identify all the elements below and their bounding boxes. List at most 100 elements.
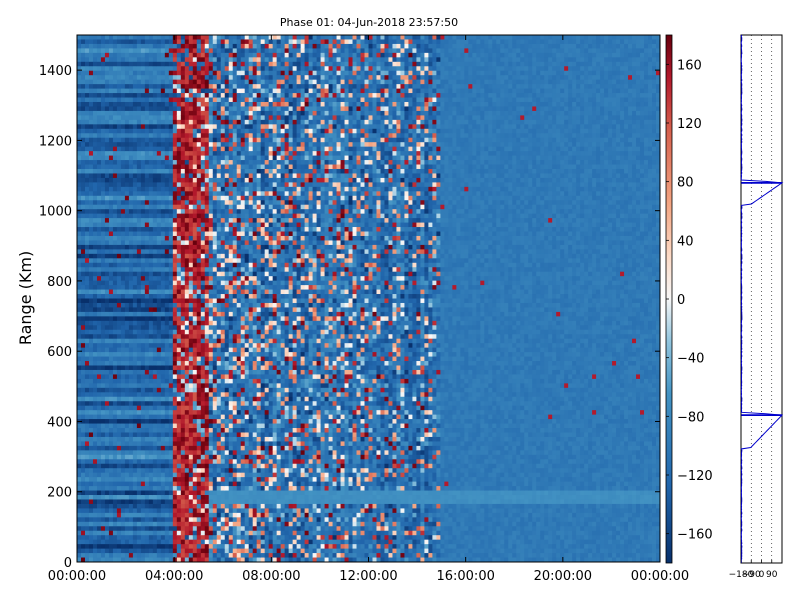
heatmap-cell: [148, 490, 154, 496]
heatmap-cell: [84, 191, 90, 197]
heatmap-cell: [188, 39, 194, 45]
heatmap-cell: [84, 137, 90, 143]
heatmap-cell: [136, 512, 142, 518]
heatmap-cell: [148, 75, 154, 81]
heatmap-cell: [160, 231, 166, 237]
heatmap-cell: [232, 258, 238, 264]
heatmap-cell: [132, 79, 138, 85]
heatmap-cell: [160, 160, 166, 165]
heatmap-cell: [152, 258, 158, 264]
heatmap-cell: [148, 396, 154, 402]
heatmap-cell: [92, 535, 98, 541]
heatmap-cell: [77, 164, 82, 170]
heatmap-cell: [228, 285, 234, 290]
heatmap-cell: [212, 119, 218, 125]
heatmap-cell: [116, 530, 122, 536]
heatmap-cell: [188, 93, 194, 98]
heatmap-cell: [240, 155, 246, 161]
heatmap-cell: [144, 101, 150, 107]
heatmap-cell: [140, 356, 146, 362]
heatmap-cell: [77, 441, 82, 447]
heatmap-cell: [228, 276, 234, 282]
heatmap-cell: [216, 436, 222, 442]
heatmap-cell: [212, 387, 218, 393]
heatmap-cell: [192, 320, 198, 326]
heatmap-cell: [77, 499, 82, 505]
heatmap-cell: [92, 285, 98, 290]
heatmap-cell: [128, 146, 134, 152]
heatmap-cell: [84, 410, 90, 416]
heatmap-cell: [100, 66, 106, 72]
heatmap-cell: [108, 35, 114, 40]
heatmap-cell: [120, 119, 126, 125]
heatmap-cell: [108, 374, 114, 380]
heatmap-cell: [184, 258, 190, 264]
heatmap-cell: [224, 110, 230, 116]
heatmap-cell: [77, 477, 82, 483]
heatmap-cell: [148, 486, 154, 491]
heatmap-cell: [176, 191, 182, 197]
heatmap-cell: [80, 244, 86, 250]
heatmap-cell: [224, 43, 230, 49]
heatmap-cell: [128, 441, 134, 447]
heatmap-cell: [80, 378, 86, 384]
heatmap-cell: [184, 369, 190, 375]
heatmap-cell: [116, 486, 122, 491]
heatmap-cell: [96, 177, 102, 183]
heatmap-cell: [88, 267, 94, 273]
heatmap-cell: [77, 405, 82, 411]
heatmap-cell: [164, 285, 170, 290]
heatmap-cell: [84, 142, 90, 148]
heatmap-cell: [120, 93, 126, 98]
heatmap-cell: [144, 472, 150, 478]
heatmap-cell: [156, 352, 162, 357]
heatmap-cell: [220, 213, 226, 219]
heatmap-cell: [136, 124, 142, 130]
heatmap-cell: [164, 414, 170, 420]
heatmap-cell: [188, 173, 194, 179]
heatmap-cell: [128, 548, 134, 554]
heatmap-cell: [148, 544, 154, 550]
heatmap-cell: [236, 553, 242, 558]
heatmap-cell: [77, 521, 82, 527]
heatmap-cell: [196, 231, 202, 237]
heatmap-cell: [184, 441, 190, 447]
heatmap-cell: [156, 48, 162, 54]
heatmap-cell: [204, 307, 210, 313]
heatmap-cell: [240, 468, 246, 474]
heatmap-cell: [236, 84, 242, 89]
heatmap-cell: [116, 115, 122, 121]
heatmap-cell: [160, 267, 166, 273]
heatmap-cell: [140, 182, 146, 188]
heatmap-cell: [124, 35, 130, 40]
heatmap-cell: [84, 48, 90, 54]
heatmap-cell: [120, 320, 126, 326]
heatmap-cell: [216, 539, 222, 545]
heatmap-cell: [188, 414, 194, 420]
heatmap-cell: [216, 463, 222, 469]
heatmap-cell: [128, 401, 134, 407]
heatmap-cell: [208, 39, 214, 45]
heatmap-cell: [112, 137, 118, 143]
heatmap-cell: [108, 459, 114, 465]
heatmap-cell: [160, 347, 166, 353]
heatmap-cell: [172, 441, 178, 447]
heatmap-cell: [120, 128, 126, 134]
heatmap-cell: [156, 445, 162, 451]
heatmap-cell: [124, 70, 130, 76]
heatmap-cell: [156, 195, 162, 201]
heatmap-cell: [240, 307, 246, 313]
heatmap-cell: [200, 361, 206, 366]
heatmap-cell: [132, 294, 138, 299]
heatmap-cell: [232, 285, 238, 290]
heatmap-cell: [212, 544, 218, 550]
heatmap-cell: [104, 191, 110, 197]
heatmap-cell: [112, 39, 118, 45]
heatmap-cell: [140, 352, 146, 357]
heatmap-cell: [200, 410, 206, 416]
heatmap-cell: [148, 57, 154, 63]
heatmap-cell: [200, 164, 206, 170]
heatmap-cell: [92, 334, 98, 340]
heatmap-cell: [112, 508, 118, 514]
heatmap-cell: [92, 450, 98, 456]
